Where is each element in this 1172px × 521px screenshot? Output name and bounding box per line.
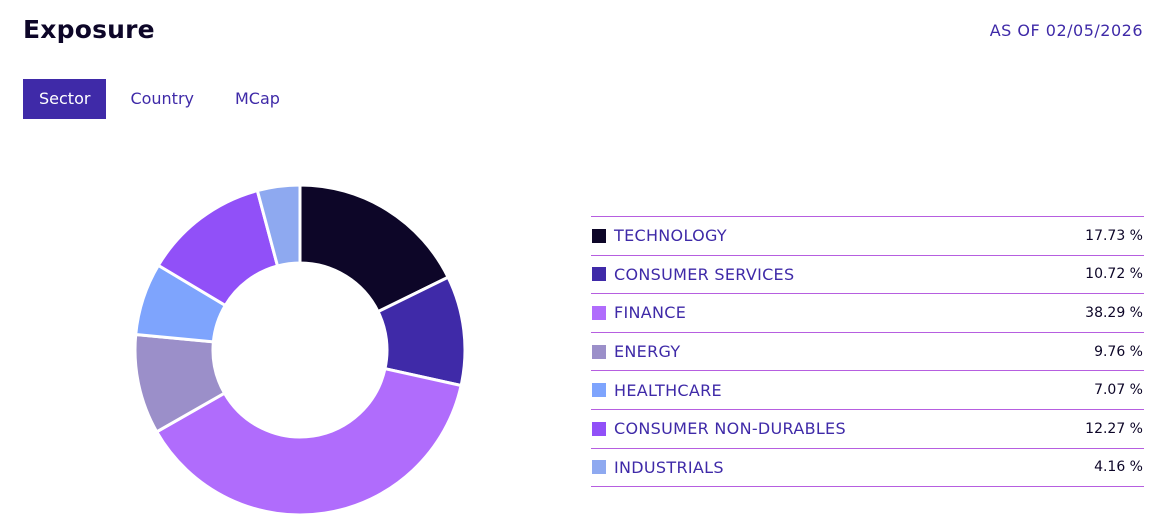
legend-swatch (592, 344, 606, 359)
legend-row: ENERGY 9.76 % (591, 333, 1144, 372)
legend-label: ENERGY (614, 342, 681, 362)
legend-swatch (592, 228, 606, 243)
sector-donut-chart (133, 183, 467, 517)
exposure-tabs: Sector Country MCap (23, 79, 300, 119)
tab-sector[interactable]: Sector (23, 79, 107, 119)
legend-value: 12.27 % (1085, 420, 1143, 437)
legend-label: FINANCE (614, 303, 687, 323)
legend-label: CONSUMER SERVICES (614, 264, 795, 284)
legend-row: FINANCE 38.29 % (591, 294, 1144, 333)
legend-row: INDUSTRIALS 4.16 % (591, 449, 1144, 488)
legend-value: 9.76 % (1094, 343, 1143, 360)
legend-label: CONSUMER NON-DURABLES (614, 419, 846, 439)
tab-mcap[interactable]: MCap (235, 89, 280, 108)
legend-row: CONSUMER NON-DURABLES 12.27 % (591, 410, 1144, 449)
legend-value: 17.73 % (1085, 227, 1143, 244)
donut-slice-technology[interactable] (298, 183, 451, 314)
as-of-date: AS OF 02/05/2026 (989, 21, 1143, 40)
legend-swatch (592, 305, 606, 320)
legend-value: 7.07 % (1094, 382, 1143, 399)
legend-swatch (592, 460, 606, 475)
legend-value: 4.16 % (1094, 459, 1143, 476)
legend-row: HEALTHCARE 7.07 % (591, 371, 1144, 410)
legend-swatch (592, 383, 606, 398)
legend-swatch (592, 267, 606, 282)
donut-slice-finance[interactable] (154, 366, 463, 517)
legend-label: TECHNOLOGY (614, 226, 727, 246)
tab-country[interactable]: Country (130, 89, 194, 108)
legend-value: 38.29 % (1085, 304, 1143, 321)
page-title: Exposure (23, 15, 155, 44)
sector-legend: TECHNOLOGY 17.73 % CONSUMER SERVICES 10.72 … (591, 216, 1144, 488)
legend-label: HEALTHCARE (614, 380, 722, 400)
legend-row: CONSUMER SERVICES 10.72 % (591, 256, 1144, 295)
legend-value: 10.72 % (1085, 266, 1143, 283)
donut-slice-industrials[interactable] (255, 183, 302, 268)
legend-label: INDUSTRIALS (614, 457, 724, 477)
legend-row: TECHNOLOGY 17.73 % (591, 217, 1144, 256)
legend-swatch (592, 421, 606, 436)
